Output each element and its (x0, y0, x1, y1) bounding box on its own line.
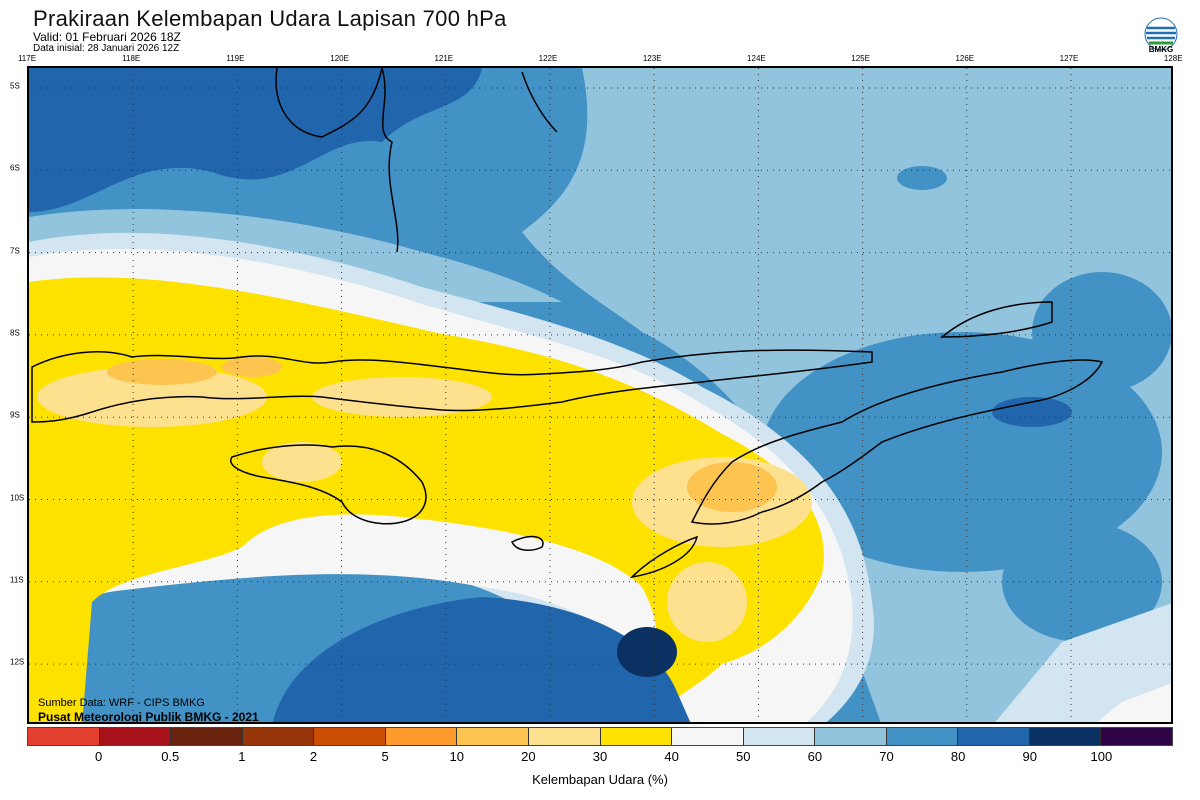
colorbar-label: 70 (879, 749, 894, 764)
colorbar-swatch (457, 728, 529, 745)
coastlines (31, 68, 1104, 579)
lat-tick-label: 8S (10, 328, 20, 338)
lon-tick-label: 120E (330, 54, 349, 63)
lon-tick-label: 122E (538, 54, 558, 63)
lon-tick-label: 126E (955, 54, 975, 63)
map-title: Prakiraan Kelembapan Udara Lapisan 700 h… (33, 6, 507, 31)
init-time: Data inisial: 28 Januari 2026 12Z (33, 43, 180, 54)
colorbar-swatch (1101, 728, 1172, 745)
colorbar-swatch (385, 728, 458, 745)
data-source: Sumber Data: WRF - CIPS BMKG (38, 697, 205, 709)
colorbar-swatch (600, 728, 673, 745)
colorbar-label: 80 (950, 749, 966, 764)
lat-tick-label: 12S (10, 657, 25, 667)
lon-tick-label: 125E (851, 54, 870, 63)
colorbar-label: 100 (1090, 749, 1113, 764)
colorbar-label: 90 (1022, 749, 1037, 764)
humidity-map[interactable] (27, 66, 1173, 724)
colorbar-label: 30 (592, 749, 608, 764)
colorbar (27, 727, 1173, 746)
lat-tick-label: 9S (10, 410, 20, 420)
colorbar-label: 1 (238, 749, 246, 764)
colorbar-swatch (242, 728, 315, 745)
lat-tick-label: 11S (10, 575, 24, 585)
colorbar-label: 60 (807, 749, 823, 764)
colorbar-swatch (743, 728, 816, 745)
dark-blue-region-nw (29, 68, 482, 212)
colorbar-swatch (1029, 728, 1102, 745)
lon-tick-label: 128E (1163, 54, 1183, 63)
colorbar-label: 20 (521, 749, 536, 764)
colorbar-label: 50 (736, 749, 751, 764)
colorbar-label: 2 (309, 749, 318, 764)
colorbar-label: 5 (381, 749, 389, 764)
colorbar-label: 0.5 (161, 749, 180, 764)
colorbar-label: 0 (95, 749, 103, 764)
credit: Pusat Meteorologi Publik BMKG - 2021 (38, 710, 259, 724)
lon-tick-label: 117E (17, 54, 37, 63)
colorbar-label: 40 (664, 749, 679, 764)
sumba-outline (230, 444, 427, 525)
lon-tick-label: 124E (747, 54, 766, 63)
valid-time: Valid: 01 Februari 2026 18Z (33, 30, 181, 44)
colorbar-swatch (672, 728, 744, 745)
timor-outline (690, 359, 1104, 525)
colorbar-swatch (314, 728, 386, 745)
colorbar-swatch (171, 728, 243, 745)
bmkg-logo-icon (1144, 17, 1178, 51)
colorbar-label: 10 (449, 749, 464, 764)
colorbar-swatch (958, 728, 1030, 745)
humidity-field (29, 68, 1171, 722)
lon-tick-label: 119E (226, 54, 245, 63)
colorbar-title: Kelembapan Udara (%) (532, 772, 668, 787)
colorbar-swatch (886, 728, 959, 745)
colorbar-swatch (815, 728, 887, 745)
colorbar-swatch (99, 728, 172, 745)
lon-tick-label: 127E (1059, 54, 1079, 63)
lat-tick-label: 5S (10, 81, 20, 91)
lat-tick-label: 6S (10, 163, 20, 173)
colorbar-swatch (528, 728, 601, 745)
logo-text: BMKG (1148, 45, 1174, 54)
dark-blue-region-s (273, 597, 691, 722)
colorbar-swatch (28, 728, 100, 745)
lon-tick-label: 123E (642, 54, 662, 63)
lon-tick-label: 121E (434, 54, 454, 63)
lat-tick-label: 7S (10, 246, 20, 256)
lat-tick-label: 10S (10, 493, 25, 502)
lon-tick-label: 118E (122, 54, 141, 63)
